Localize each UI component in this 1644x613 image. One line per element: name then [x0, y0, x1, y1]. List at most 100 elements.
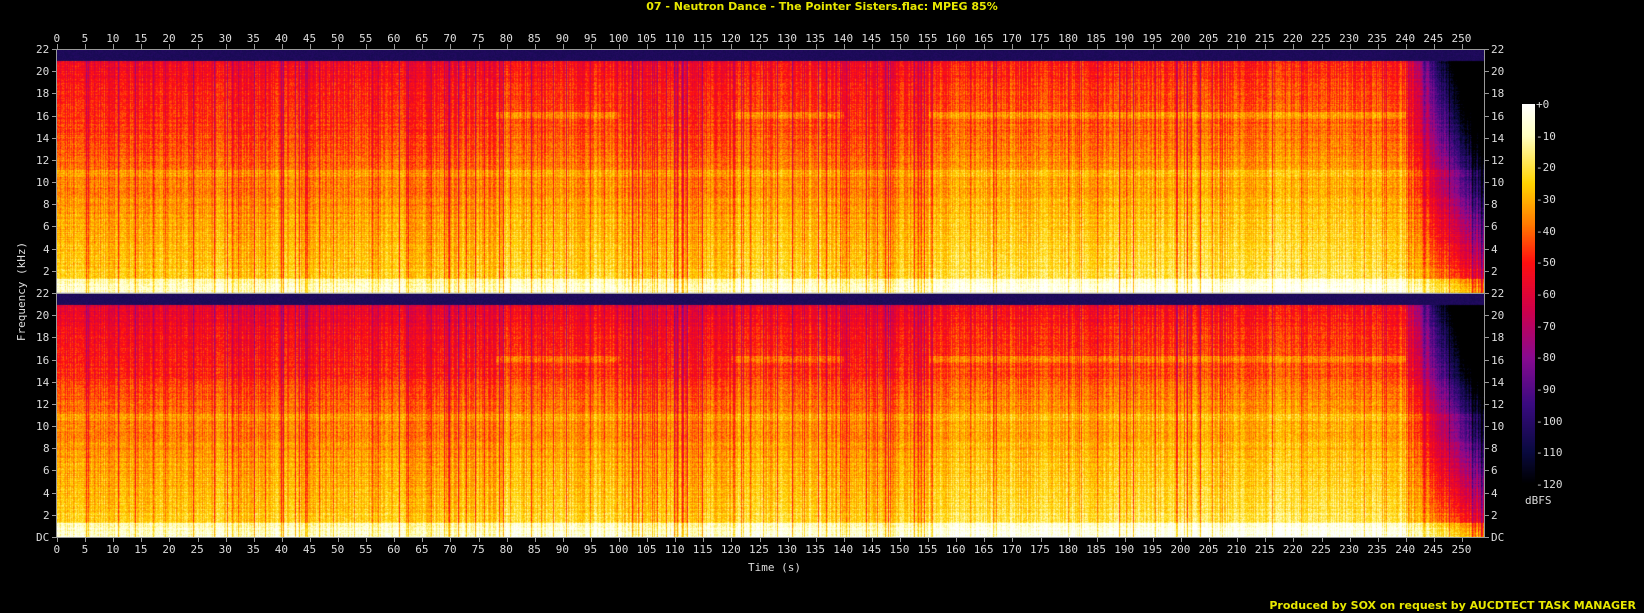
- y-tick-left: [52, 270, 57, 272]
- x-tick-label-top: 200: [1170, 32, 1191, 45]
- x-tick-label-bottom: 115: [692, 543, 713, 556]
- x-tick-label-bottom: 35: [246, 543, 260, 556]
- x-tick-label-top: 115: [692, 32, 713, 45]
- y-tick-right: [1484, 448, 1489, 450]
- x-tick-top: [1040, 44, 1042, 49]
- y-tick-left: [52, 448, 57, 450]
- x-tick-label-top: 140: [833, 32, 854, 45]
- x-tick-top: [225, 44, 227, 49]
- x-tick-label-top: 180: [1058, 32, 1078, 45]
- x-tick-top: [1068, 44, 1070, 49]
- x-tick-label-bottom: 125: [749, 543, 769, 556]
- x-tick-top: [197, 44, 199, 49]
- y-tick-right: [1484, 71, 1489, 73]
- x-tick-label-bottom: 130: [777, 543, 797, 556]
- x-tick-label-top: 240: [1395, 32, 1416, 45]
- x-tick-label-bottom: 90: [555, 543, 570, 556]
- y-tick-label-left: 18: [36, 331, 50, 345]
- x-tick-bottom: [759, 537, 761, 542]
- x-tick-bottom: [984, 537, 986, 542]
- x-tick-label-bottom: 200: [1170, 543, 1191, 556]
- y-tick-label-left: 8: [43, 198, 50, 212]
- x-tick-top: [1433, 44, 1435, 49]
- y-tick-left: [52, 337, 57, 339]
- colorbar-tick-label: -110: [1536, 446, 1563, 460]
- y-tick-label-right: 18: [1491, 331, 1505, 345]
- x-tick-bottom: [1096, 537, 1098, 542]
- x-tick-top: [900, 44, 901, 49]
- x-tick-top: [1152, 44, 1154, 49]
- x-tick-top: [57, 44, 58, 49]
- x-tick-label-top: 135: [805, 32, 826, 45]
- y-tick-label-left: 6: [43, 464, 50, 478]
- y-tick-right: [1484, 293, 1489, 294]
- x-tick-top: [562, 44, 564, 49]
- x-tick-label-bottom: 135: [805, 543, 826, 556]
- y-tick-label-right: 18: [1491, 87, 1505, 101]
- x-tick-label-bottom: 20: [162, 543, 176, 556]
- x-tick-bottom: [1321, 537, 1323, 542]
- channel-frame-2: [56, 293, 1485, 538]
- y-tick-left: [52, 514, 57, 516]
- x-tick-bottom: [900, 537, 901, 542]
- y-tick-label-left: 20: [36, 65, 50, 79]
- x-tick-bottom: [1462, 537, 1463, 542]
- y-tick-left: [52, 315, 57, 317]
- x-tick-bottom: [478, 537, 480, 542]
- x-tick-bottom: [647, 537, 649, 542]
- y-tick-label-right: 16: [1491, 353, 1505, 367]
- x-tick-label-bottom: 225: [1311, 543, 1331, 556]
- y-tick-label-left: 18: [36, 87, 50, 101]
- chart-title: 07 - Neutron Dance - The Pointer Sisters…: [646, 0, 998, 13]
- y-tick-left: [52, 93, 57, 95]
- x-tick-bottom: [787, 537, 789, 542]
- y-tick-label-right: 4: [1491, 242, 1498, 256]
- y-tick-right: [1484, 426, 1489, 428]
- y-tick-right: [1484, 93, 1489, 95]
- x-tick-top: [590, 44, 592, 49]
- y-tick-label-left: 22: [36, 287, 50, 300]
- x-tick-label-top: 125: [749, 32, 769, 45]
- y-tick-left: [52, 426, 57, 428]
- x-tick-bottom: [843, 537, 845, 542]
- x-tick-label-bottom: 215: [1254, 543, 1275, 556]
- x-tick-label-bottom: 60: [387, 543, 401, 556]
- x-tick-label-bottom: 245: [1423, 543, 1444, 556]
- x-tick-label-top: 245: [1423, 32, 1444, 45]
- x-tick-label-top: 70: [443, 32, 457, 45]
- y-tick-label-right: 8: [1491, 442, 1498, 456]
- x-tick-bottom: [1012, 537, 1014, 542]
- colorbar: [1522, 104, 1535, 484]
- x-tick-top: [703, 44, 705, 49]
- x-tick-label-bottom: 40: [274, 543, 289, 556]
- x-tick-bottom: [1040, 537, 1042, 542]
- x-tick-label-bottom: 205: [1198, 543, 1219, 556]
- x-tick-bottom: [1265, 537, 1267, 542]
- x-tick-bottom: [225, 537, 227, 542]
- x-tick-label-bottom: 160: [945, 543, 966, 556]
- x-tick-bottom: [141, 537, 143, 542]
- y-tick-right: [1484, 226, 1489, 228]
- x-tick-top: [984, 44, 986, 49]
- y-tick-label-right: 10: [1491, 420, 1505, 434]
- colorbar-tick-label: -60: [1536, 288, 1556, 301]
- x-tick-bottom: [731, 537, 733, 542]
- x-tick-label-top: 155: [917, 32, 938, 45]
- x-tick-label-bottom: 70: [443, 543, 457, 556]
- y-tick-label-left: 8: [43, 442, 50, 456]
- x-tick-label-top: 185: [1086, 32, 1107, 45]
- x-tick-bottom: [619, 537, 620, 542]
- y-tick-label-left: 12: [36, 397, 50, 411]
- x-tick-top: [843, 44, 845, 49]
- x-tick-bottom: [113, 537, 115, 542]
- colorbar-tick-label: -100: [1536, 414, 1563, 428]
- y-tick-left: [52, 115, 57, 117]
- y-tick-label-right: 6: [1491, 464, 1498, 478]
- x-tick-bottom: [450, 537, 452, 542]
- x-tick-label-top: 25: [190, 32, 204, 45]
- x-tick-label-bottom: 65: [415, 543, 429, 556]
- x-tick-label-bottom: 220: [1282, 543, 1303, 556]
- colorbar-label: dBFS: [1525, 494, 1552, 507]
- x-tick-bottom: [253, 537, 255, 542]
- x-tick-bottom: [366, 537, 368, 542]
